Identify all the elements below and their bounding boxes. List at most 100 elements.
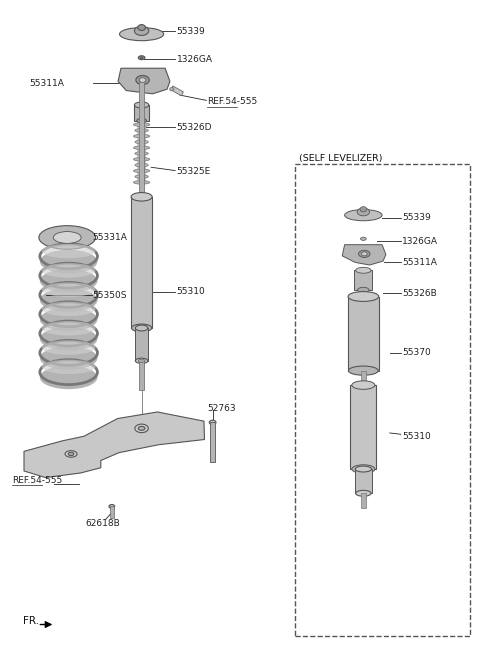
Bar [139,361,144,390]
Ellipse shape [209,420,216,425]
Ellipse shape [360,207,367,212]
Bar [131,197,152,328]
Bar [137,125,146,182]
Ellipse shape [135,424,148,433]
Ellipse shape [135,358,148,363]
Text: 55326D: 55326D [177,123,212,132]
Ellipse shape [359,250,370,257]
Ellipse shape [42,283,96,297]
Text: 55339: 55339 [177,27,205,36]
Ellipse shape [134,26,149,35]
Ellipse shape [42,302,96,316]
Ellipse shape [138,24,145,30]
Text: REF.54-555: REF.54-555 [12,476,62,485]
Text: 55326B: 55326B [402,289,437,298]
Text: 62618B: 62618B [85,519,120,528]
Text: 55325E: 55325E [177,167,211,176]
Ellipse shape [134,102,149,108]
Ellipse shape [136,75,149,85]
Ellipse shape [135,174,148,178]
Polygon shape [171,86,183,96]
Ellipse shape [135,163,148,167]
Polygon shape [342,245,386,265]
Bar [110,506,114,518]
Ellipse shape [355,466,372,472]
Text: 1326GA: 1326GA [177,54,213,64]
Ellipse shape [358,287,369,293]
Ellipse shape [40,327,97,350]
Ellipse shape [40,269,97,293]
Ellipse shape [133,146,150,150]
Ellipse shape [138,359,145,362]
Bar [134,105,149,121]
Ellipse shape [40,308,97,331]
Ellipse shape [42,340,96,355]
Ellipse shape [53,232,81,243]
Ellipse shape [133,134,150,138]
Text: (SELF LEVELIZER): (SELF LEVELIZER) [299,154,382,163]
Ellipse shape [39,226,96,249]
Ellipse shape [132,324,152,332]
Bar [139,82,144,197]
Ellipse shape [133,180,150,184]
Ellipse shape [135,152,148,155]
Ellipse shape [42,321,96,335]
Text: 55311A: 55311A [29,79,64,88]
Ellipse shape [120,28,164,41]
Ellipse shape [135,129,148,133]
Ellipse shape [360,237,366,240]
Ellipse shape [135,140,148,144]
Ellipse shape [170,87,174,91]
Text: 55310: 55310 [402,432,431,441]
Polygon shape [24,412,204,478]
Bar [348,297,379,371]
Ellipse shape [109,504,115,508]
Ellipse shape [352,380,375,390]
Ellipse shape [348,291,379,302]
Bar [355,469,372,493]
Text: 55331A: 55331A [92,233,127,242]
Text: 55339: 55339 [402,213,431,222]
Ellipse shape [133,169,150,173]
Ellipse shape [133,157,150,161]
Ellipse shape [42,263,96,277]
Ellipse shape [356,268,371,274]
Ellipse shape [361,252,367,256]
Ellipse shape [352,464,375,474]
Text: REF.54-555: REF.54-555 [207,97,258,106]
Ellipse shape [42,359,96,374]
Ellipse shape [140,56,143,58]
Ellipse shape [40,365,97,389]
Text: 55311A: 55311A [402,258,437,267]
Ellipse shape [138,56,145,60]
Ellipse shape [138,426,145,430]
Text: 52763: 52763 [207,403,236,413]
Ellipse shape [345,209,382,220]
Ellipse shape [40,289,97,312]
Text: 55350S: 55350S [92,291,127,300]
Text: FR.: FR. [23,616,39,626]
Ellipse shape [68,453,74,455]
Ellipse shape [348,366,378,375]
Bar [210,422,215,462]
Ellipse shape [135,325,148,331]
Ellipse shape [65,451,77,457]
Ellipse shape [357,208,370,216]
Text: 1326GA: 1326GA [402,237,438,246]
Ellipse shape [42,244,96,258]
Ellipse shape [131,193,152,201]
Bar [354,270,372,290]
Bar [295,164,470,636]
Ellipse shape [40,346,97,370]
Ellipse shape [137,118,146,123]
Text: 55310: 55310 [177,287,205,297]
Bar [361,371,366,385]
Ellipse shape [40,250,97,274]
Ellipse shape [356,491,371,496]
Bar [350,385,376,469]
Bar [135,328,148,361]
Ellipse shape [133,123,150,127]
Text: 55370: 55370 [402,348,431,358]
Polygon shape [118,68,170,94]
Bar [361,493,366,508]
